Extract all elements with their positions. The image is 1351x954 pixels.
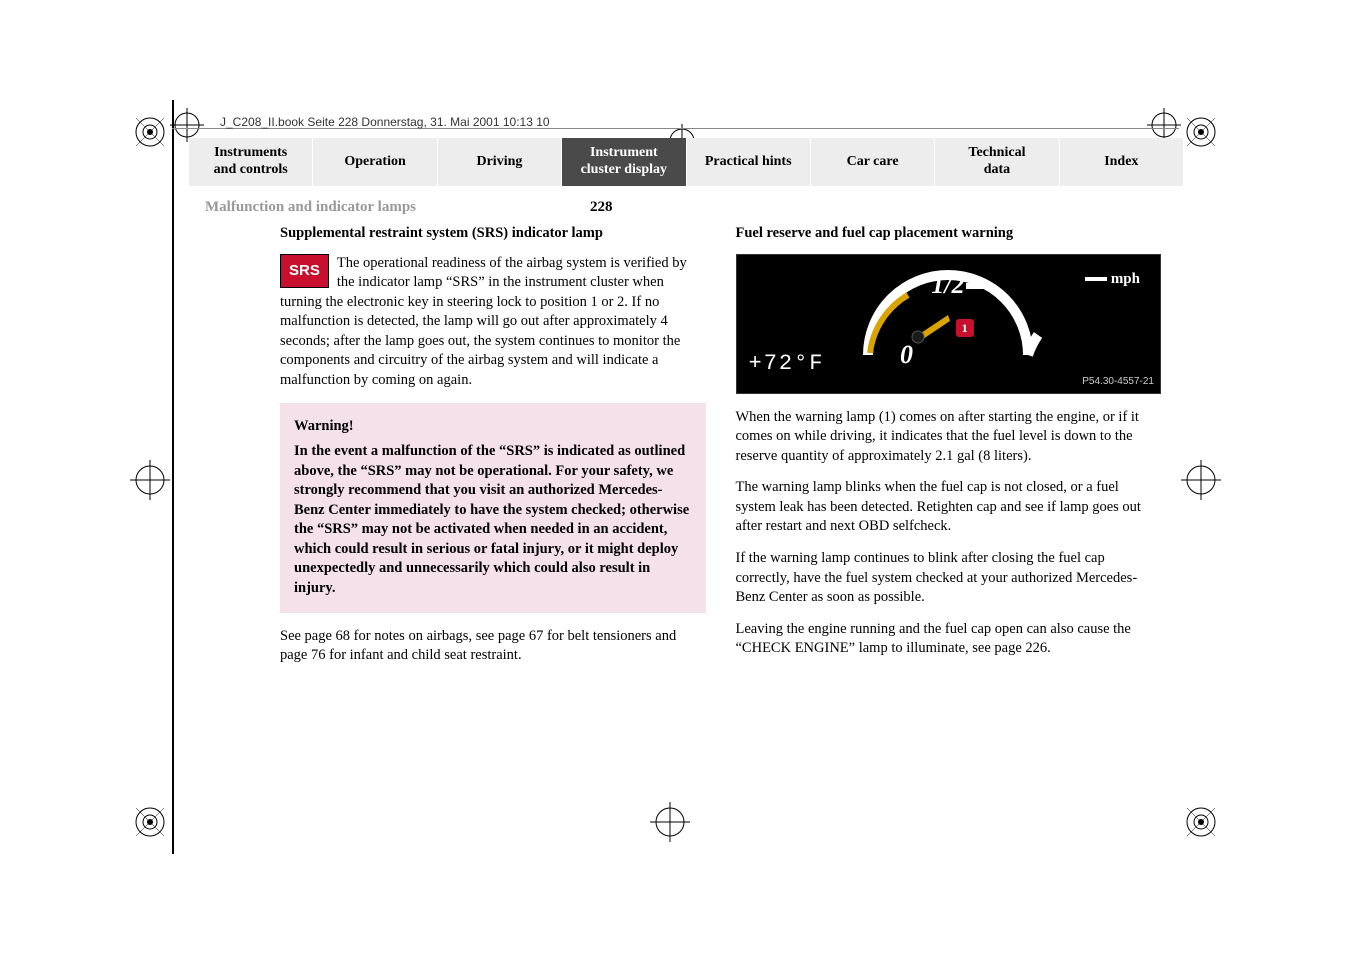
tab-instruments[interactable]: Instrumentsand controls	[189, 138, 313, 186]
fuel-p1: When the warning lamp (1) comes on after…	[736, 408, 1162, 467]
content-area: Supplemental restraint system (SRS) indi…	[280, 224, 1161, 678]
warning-box: Warning! In the event a malfunction of t…	[280, 403, 706, 613]
tab-cluster[interactable]: Instrumentcluster display	[562, 138, 686, 186]
tab-hints[interactable]: Practical hints	[687, 138, 811, 186]
crop-mark-icon	[130, 802, 170, 842]
crop-mark-icon	[130, 460, 170, 500]
gauge-callout-1: 1	[956, 319, 974, 337]
breadcrumb: Malfunction and indicator lamps	[205, 199, 416, 216]
crop-mark-icon	[650, 802, 690, 842]
cross-target-icon	[170, 108, 204, 142]
fuel-p3: If the warning lamp continues to blink a…	[736, 549, 1162, 608]
crop-mark-icon	[1181, 802, 1221, 842]
crop-mark-icon	[1181, 460, 1221, 500]
fuel-title: Fuel reserve and fuel cap placement warn…	[736, 224, 1162, 244]
gauge-mph-label: mph	[1085, 269, 1140, 289]
tab-operation[interactable]: Operation	[313, 138, 437, 186]
srs-title: Supplemental restraint system (SRS) indi…	[280, 224, 706, 244]
gauge-temp-label: +72°F	[749, 349, 825, 379]
tab-carcare[interactable]: Car care	[811, 138, 935, 186]
binding-line	[172, 100, 174, 854]
warning-body: In the event a malfunction of the “SRS” …	[294, 442, 692, 599]
srs-paragraph-1: SRS The operational readiness of the air…	[280, 254, 706, 391]
srs-paragraph-2: See page 68 for notes on airbags, see pa…	[280, 627, 706, 666]
svg-text:1/2: 1/2	[932, 270, 965, 299]
tab-driving[interactable]: Driving	[438, 138, 562, 186]
fuel-p4: Leaving the engine running and the fuel …	[736, 620, 1162, 659]
tab-index[interactable]: Index	[1060, 138, 1183, 186]
nav-tabs: Instrumentsand controlsOperationDrivingI…	[189, 138, 1183, 186]
warning-title: Warning!	[294, 417, 692, 437]
srs-p1-text: The operational readiness of the airbag …	[280, 255, 687, 388]
cross-target-icon	[1147, 108, 1181, 142]
svg-text:0: 0	[900, 340, 913, 369]
crop-mark-icon	[1181, 112, 1221, 152]
fuel-p2: The warning lamp blinks when the fuel ca…	[736, 478, 1162, 537]
tab-techdata[interactable]: Technicaldata	[935, 138, 1059, 186]
column-left: Supplemental restraint system (SRS) indi…	[280, 224, 706, 678]
gauge-ref-label: P54.30-4557-21	[1082, 375, 1154, 389]
crop-mark-icon	[130, 112, 170, 152]
fuel-gauge-icon: 1/2 0	[838, 265, 1058, 375]
page-number: 228	[590, 199, 613, 216]
srs-badge-icon: SRS	[280, 254, 329, 288]
column-right: Fuel reserve and fuel cap placement warn…	[736, 224, 1162, 678]
fuel-gauge-figure: 1/2 0 mph +72°F 1 P54.30-4557-21	[736, 254, 1162, 394]
document-meta: J_C208_II.book Seite 228 Donnerstag, 31.…	[220, 115, 550, 129]
